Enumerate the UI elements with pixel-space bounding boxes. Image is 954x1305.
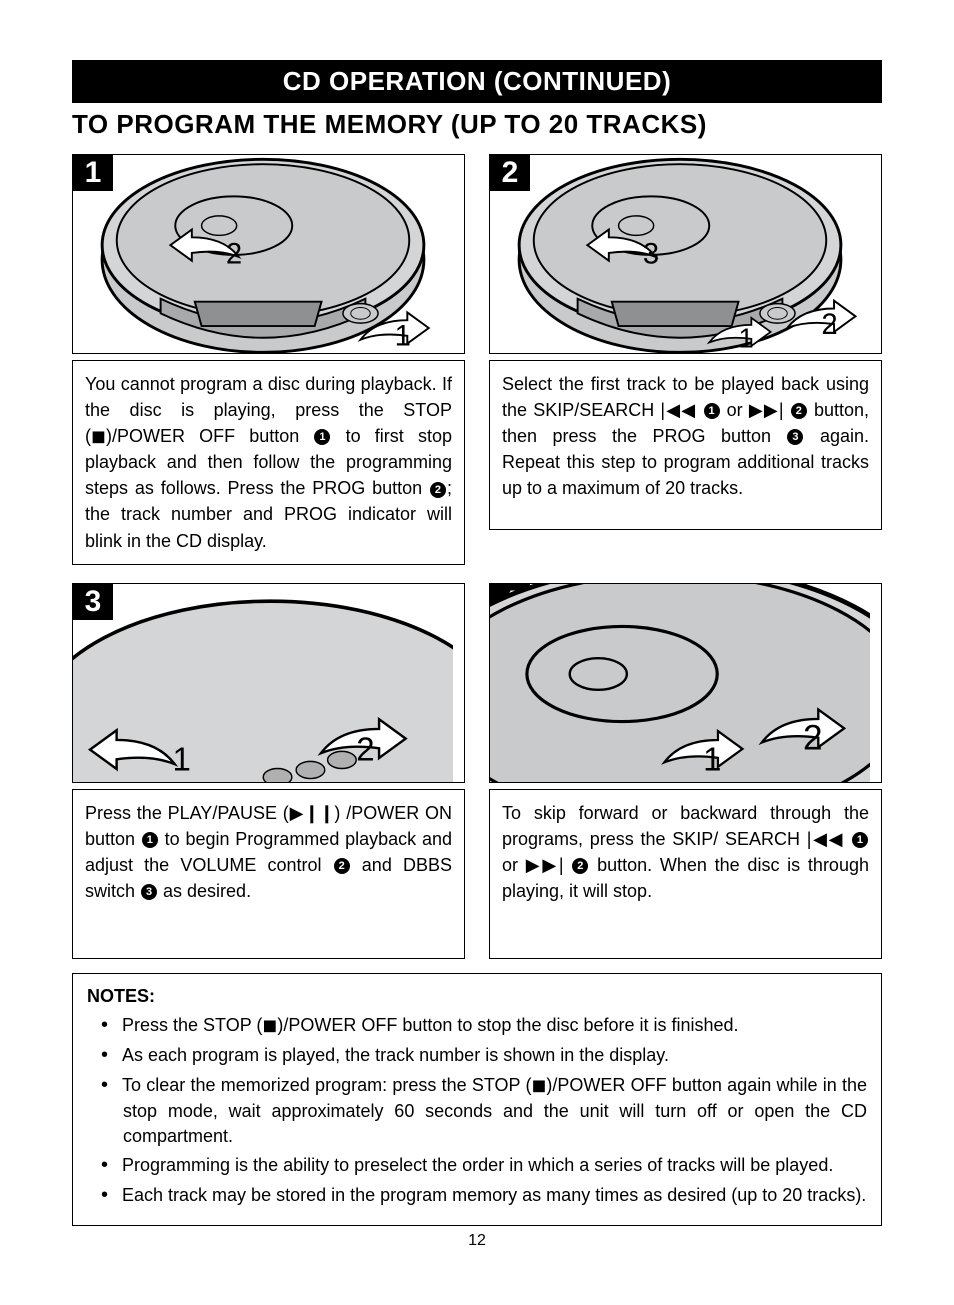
svg-text:2: 2 bbox=[803, 718, 823, 757]
step-4: 4 1 2 To skip forward or backward throug… bbox=[489, 583, 882, 959]
svg-text:3: 3 bbox=[643, 239, 659, 271]
step-3-illustration: 3 1 2 3 bbox=[72, 583, 465, 783]
notes-box: NOTES: Press the STOP (◼)/POWER OFF butt… bbox=[72, 973, 882, 1227]
step-2-illustration: 2 3 1 2 bbox=[489, 154, 882, 354]
section-header: CD OPERATION (CONTINUED) bbox=[72, 60, 882, 103]
note-item: Press the STOP (◼)/POWER OFF button to s… bbox=[87, 1011, 867, 1039]
svg-text:2: 2 bbox=[226, 239, 242, 271]
notes-title: NOTES: bbox=[87, 984, 867, 1009]
steps-grid: 1 bbox=[72, 154, 882, 959]
svg-text:2: 2 bbox=[356, 730, 374, 767]
step-1-caption: You cannot program a disc during playbac… bbox=[72, 360, 465, 565]
step-4-illustration: 4 1 2 bbox=[489, 583, 882, 783]
note-item: To clear the memorized program: press th… bbox=[87, 1071, 867, 1149]
svg-text:1: 1 bbox=[703, 740, 721, 777]
step-1-illustration: 1 bbox=[72, 154, 465, 354]
svg-text:1: 1 bbox=[173, 740, 191, 777]
step-2: 2 3 1 2 Select the first track to be pla… bbox=[489, 154, 882, 565]
step-3-caption: Press the PLAY/PAUSE (▶❙❙) /POWER ON but… bbox=[72, 789, 465, 959]
subheading: TO PROGRAM THE MEMORY (UP TO 20 TRACKS) bbox=[72, 109, 882, 140]
svg-text:2: 2 bbox=[821, 309, 837, 341]
step-1: 1 bbox=[72, 154, 465, 565]
step-2-caption: Select the first track to be played back… bbox=[489, 360, 882, 530]
step-3: 3 1 2 3 Press the PLAY/PAUSE (▶ bbox=[72, 583, 465, 959]
note-item: As each program is played, the track num… bbox=[87, 1041, 867, 1069]
step-4-caption: To skip forward or backward through the … bbox=[489, 789, 882, 959]
note-item: Programming is the ability to preselect … bbox=[87, 1151, 867, 1179]
page-number: 12 bbox=[72, 1232, 882, 1250]
svg-text:1: 1 bbox=[739, 322, 754, 353]
note-item: Each track may be stored in the program … bbox=[87, 1181, 867, 1209]
svg-text:1: 1 bbox=[395, 321, 411, 353]
notes-list: Press the STOP (◼)/POWER OFF button to s… bbox=[87, 1011, 867, 1209]
